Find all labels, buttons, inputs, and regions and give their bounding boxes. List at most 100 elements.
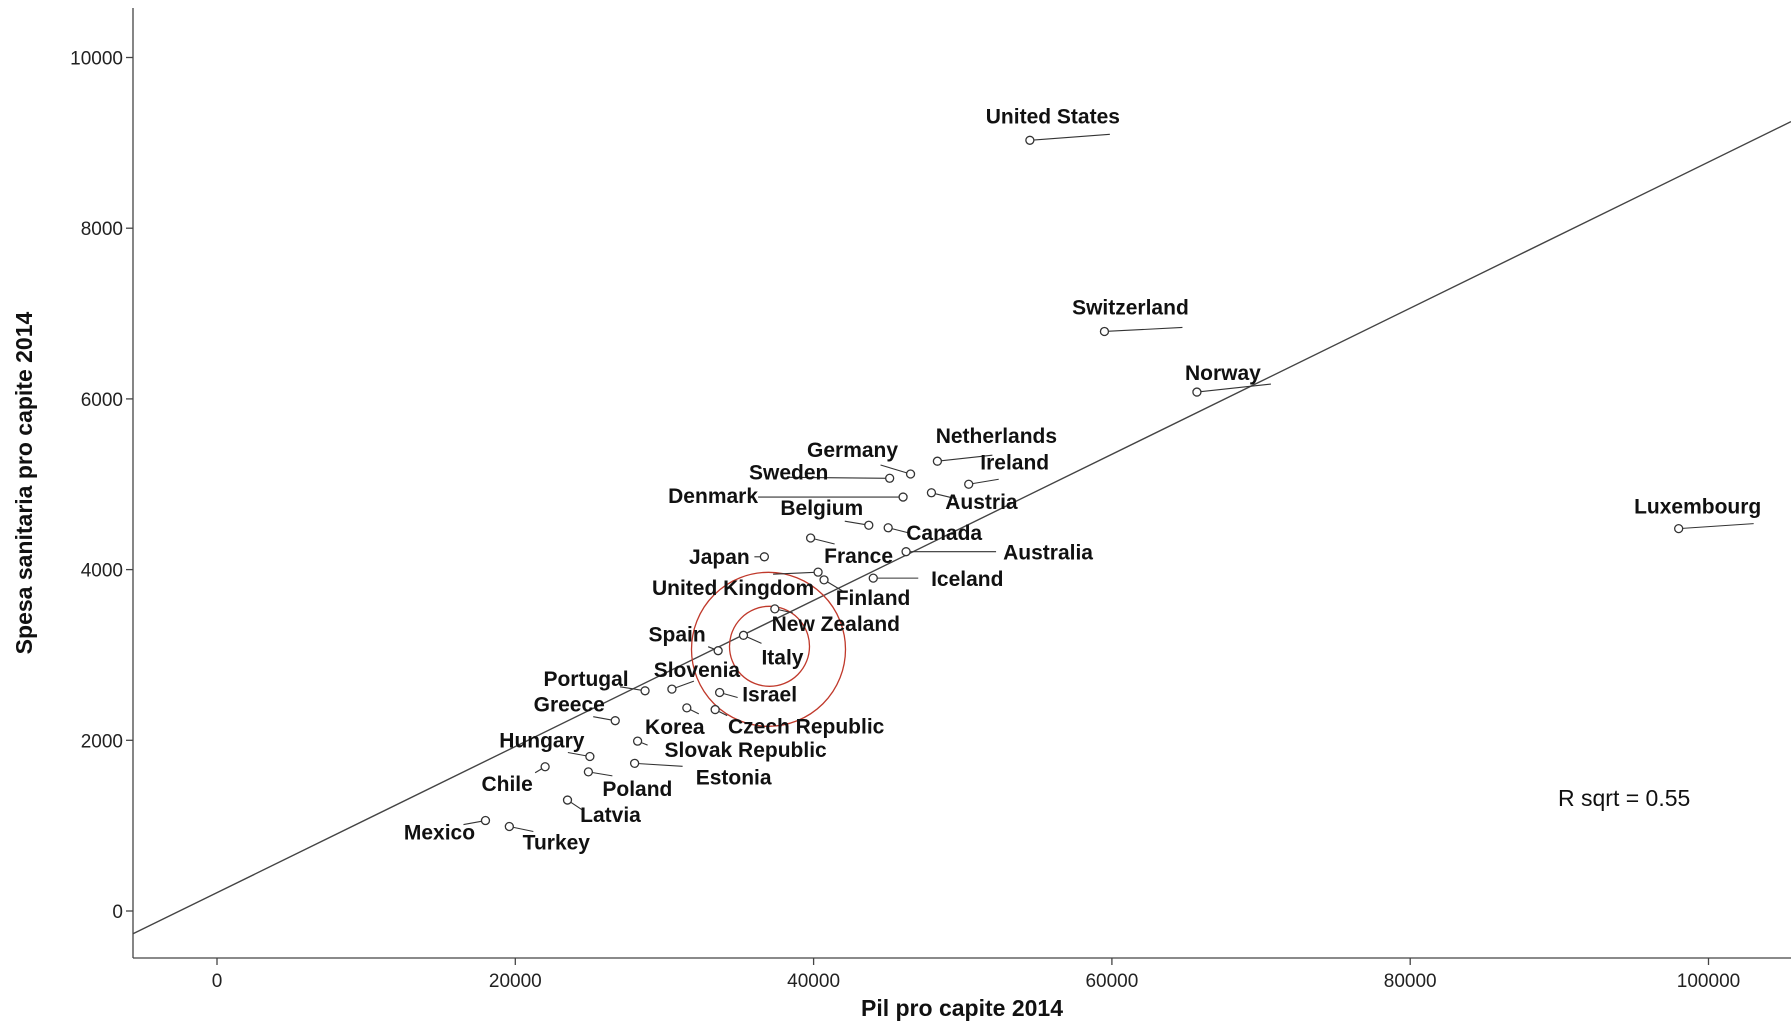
axes [132, 8, 1791, 959]
label-belgium: Belgium [780, 497, 863, 520]
leader-united-states [1029, 133, 1110, 141]
label-norway: Norway [1185, 362, 1261, 385]
point-germany [905, 469, 916, 479]
point-finland [819, 575, 829, 585]
label-ireland: Ireland [980, 451, 1049, 474]
axis-ticks: 0 20000 40000 60000 80000 100000 0 2000 4000 6000… [70, 49, 1740, 993]
label-sweden: Sweden [749, 461, 828, 484]
label-mexico: Mexico [404, 822, 475, 845]
point-sweden [885, 473, 895, 483]
point-norway [1192, 387, 1202, 397]
y-tick-label: 4000 [81, 561, 123, 582]
x-tick-label: 0 [212, 971, 223, 992]
y-axis-title: Spesa sanitaria pro capite 2014 [11, 311, 37, 654]
point-iceland [868, 573, 878, 583]
label-finland: Finland [836, 587, 911, 610]
point-ireland [964, 479, 974, 489]
point-czech-republic [710, 704, 720, 715]
label-australia: Australia [1003, 542, 1093, 565]
y-tick-label: 2000 [81, 731, 123, 752]
point-spain [713, 646, 723, 656]
label-luxembourg: Luxembourg [1634, 496, 1761, 519]
point-japan [759, 552, 770, 562]
point-turkey [504, 821, 514, 832]
point-italy [738, 630, 749, 640]
regression-line-group [132, 121, 1791, 935]
label-japan: Japan [689, 546, 750, 569]
point-united-kingdom [813, 567, 823, 577]
point-luxembourg [1674, 523, 1684, 534]
highlight-circles [690, 571, 847, 727]
point-austria [926, 488, 937, 498]
point-greece [610, 716, 620, 726]
y-tick-label: 10000 [70, 49, 123, 70]
point-united-states [1025, 135, 1035, 145]
point-netherlands [932, 456, 943, 466]
point-israel [714, 687, 725, 698]
leader-estonia [634, 762, 683, 767]
leader-netherlands [937, 454, 993, 462]
label-hungary: Hungary [499, 730, 585, 753]
label-united-states: United States [986, 105, 1120, 128]
highlight-ring-inner [728, 605, 811, 687]
point-chile [540, 762, 550, 772]
label-poland: Poland [602, 778, 672, 801]
label-iceland: Iceland [931, 568, 1003, 591]
point-estonia [629, 758, 640, 768]
point-hungary [585, 751, 595, 762]
point-denmark [898, 492, 908, 502]
leader-germany [880, 464, 911, 475]
point-latvia [562, 795, 573, 805]
label-czech-republic: Czech Republic [728, 716, 885, 739]
point-poland [583, 767, 594, 777]
label-chile: Chile [481, 773, 532, 796]
point-australia [901, 547, 911, 557]
label-slovenia: Slovenia [654, 659, 741, 682]
x-tick-label: 100000 [1677, 971, 1740, 992]
point-slovak-republic [632, 736, 643, 746]
x-axis-title: Pil pro capite 2014 [861, 995, 1063, 1021]
point-new-zealand [770, 604, 780, 614]
label-korea: Korea [645, 716, 705, 739]
label-turkey: Turkey [523, 832, 591, 855]
x-tick-label: 80000 [1384, 971, 1437, 992]
label-latvia: Latvia [580, 804, 641, 827]
label-canada: Canada [906, 522, 982, 545]
label-germany: Germany [807, 439, 898, 462]
leader-switzerland [1104, 326, 1183, 333]
point-korea [682, 703, 692, 713]
x-tick-label: 40000 [787, 971, 840, 992]
label-netherlands: Netherlands [936, 425, 1057, 448]
label-israel: Israel [742, 684, 797, 707]
leader-sweden [787, 476, 890, 479]
leader-norway [1196, 383, 1271, 393]
label-spain: Spain [649, 624, 706, 647]
point-portugal [640, 686, 650, 696]
point-canada [883, 523, 893, 533]
label-greece: Greece [534, 694, 605, 717]
data-points [480, 135, 1684, 832]
point-slovenia [667, 684, 677, 694]
label-slovak-republic: Slovak Republic [664, 739, 827, 762]
label-switzerland: Switzerland [1072, 296, 1189, 319]
point-france [805, 533, 816, 543]
label-new-zealand: New Zealand [772, 613, 900, 636]
point-mexico [480, 815, 491, 826]
point-labels: United States Switzerland Norway Luxembourg… [404, 105, 1761, 854]
x-tick-label: 20000 [489, 971, 542, 992]
label-united-kingdom: United Kingdom [652, 577, 814, 600]
label-portugal: Portugal [543, 668, 628, 691]
leader-ireland [968, 478, 999, 485]
y-tick-label: 8000 [81, 219, 123, 240]
highlight-ring-outer [690, 571, 847, 727]
leader-united-kingdom [773, 571, 819, 575]
point-belgium [864, 520, 874, 530]
label-austria: Austria [945, 491, 1018, 514]
y-tick-label: 6000 [81, 390, 123, 411]
label-estonia: Estonia [696, 766, 772, 789]
label-denmark: Denmark [668, 485, 758, 508]
x-tick-label: 60000 [1085, 971, 1138, 992]
leader-luxembourg [1678, 523, 1754, 530]
